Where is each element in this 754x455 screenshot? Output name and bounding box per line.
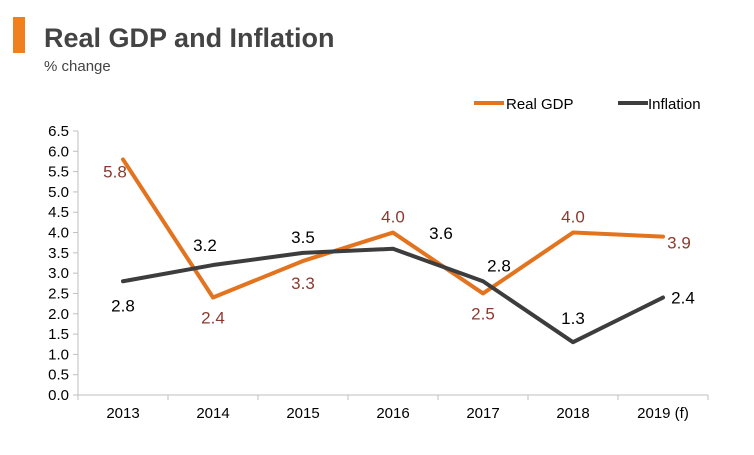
y-tick-label: 1.0	[48, 346, 69, 363]
x-tick-label: 2019 (f)	[637, 405, 689, 422]
data-labels: 5.8 2.4 3.3 4.0 2.5 4.0 3.9 2.8 3.2 3.5 3.6 2.8 1.3 2…	[103, 162, 695, 328]
x-tick-label: 2015	[286, 405, 319, 422]
y-tick-label: 5.0	[48, 184, 69, 201]
legend-label: Real GDP	[506, 96, 574, 113]
data-label: 1.3	[561, 309, 585, 328]
data-label: 3.5	[291, 228, 315, 247]
data-label: 2.8	[487, 256, 511, 275]
series-line-inflation	[121, 246, 665, 345]
y-tick-label: 5.5	[48, 164, 69, 181]
x-tick-label: 2016	[376, 405, 409, 422]
data-label: 5.8	[103, 162, 127, 181]
chart-title: Real GDP and Inflation	[44, 23, 335, 53]
data-label: 3.9	[667, 234, 691, 253]
y-tick-label: 6.5	[48, 123, 69, 140]
y-tick-label: 3.0	[48, 265, 69, 282]
x-tick-label: 2018	[556, 405, 589, 422]
y-tick-label: 2.0	[48, 306, 69, 323]
data-label: 2.4	[671, 289, 695, 308]
y-tick-label: 3.5	[48, 245, 69, 262]
legend-label: Inflation	[648, 96, 701, 113]
data-label: 2.5	[471, 304, 495, 323]
x-tick-label: 2014	[196, 405, 229, 422]
y-tick-label: 0.5	[48, 367, 69, 384]
y-tick-label: 2.5	[48, 285, 69, 302]
series-line-real-gdp	[121, 157, 665, 300]
data-label: 3.6	[429, 224, 453, 243]
title-accent-bar	[13, 17, 25, 53]
data-label: 3.2	[193, 236, 217, 255]
y-tick-label: 6.0	[48, 143, 69, 160]
y-tick-label: 4.0	[48, 225, 69, 242]
y-tick-label: 0.0	[48, 387, 69, 404]
x-tick-label: 2017	[466, 405, 499, 422]
axes: 0.0 0.5 1.0 1.5 2.0 2.5 3.0 3.5 4.0 4.5 5.0 5.5 6.0 6…	[48, 123, 709, 422]
data-label: 2.8	[111, 296, 135, 315]
data-label: 4.0	[561, 208, 585, 227]
x-tick-label: 2013	[106, 405, 139, 422]
data-label: 4.0	[381, 208, 405, 227]
chart-subtitle: % change	[44, 58, 111, 75]
data-label: 2.4	[201, 309, 225, 328]
y-tick-label: 1.5	[48, 326, 69, 343]
series-layer	[121, 157, 665, 345]
legend: Real GDP Inflation	[474, 96, 701, 113]
data-label: 3.3	[291, 274, 315, 293]
y-tick-label: 4.5	[48, 204, 69, 221]
